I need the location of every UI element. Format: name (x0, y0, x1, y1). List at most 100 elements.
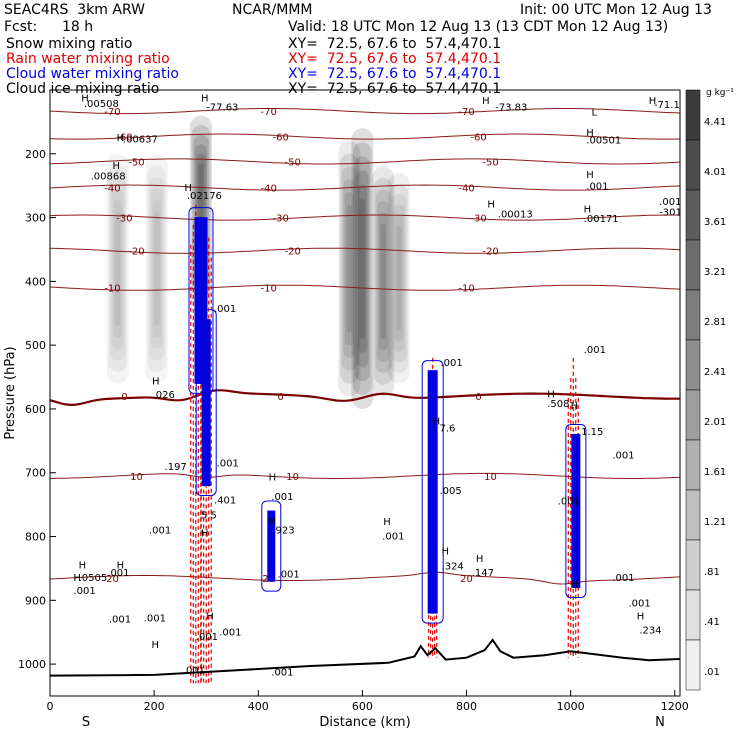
snow-column-0 (106, 153, 129, 384)
colorbar-label-11: .01 (704, 667, 720, 678)
contour-label-36: H (442, 546, 450, 557)
field-xy-snow: XY= 72.5, 67.6 to 57.4,470.1 (288, 36, 502, 52)
terrain-profile (50, 638, 680, 677)
field-xy-cloud-water: XY= 72.5, 67.6 to 57.4,470.1 (288, 66, 502, 82)
temperature-contours: -70 -70 -70 -60 -60 -60 -50 -50 -50 -40 -40 -40 -30 -… (50, 107, 680, 585)
contour-label-47: .001 (219, 627, 241, 638)
colorbar-swatch-5 (685, 339, 701, 391)
contour-label-40: .234 (639, 625, 661, 636)
temperature-label--10-2: -10 (458, 284, 474, 295)
temperature-label--60-0: -60 (116, 133, 132, 144)
snow-column-0 (113, 199, 123, 338)
contour-label-1: .00508 (84, 99, 119, 110)
colorbar-label-1: 4.01 (704, 167, 726, 178)
field-label-cloud-water: Cloud water mixing ratio (6, 66, 179, 82)
contour-label-43: .001 (107, 568, 129, 579)
cloud-water-contour-2 (421, 360, 444, 624)
contour-label-61: H (649, 96, 657, 107)
snow-column-6 (392, 204, 405, 352)
temperature-label--60-2: -60 (470, 133, 486, 144)
contour-label-62: L (591, 108, 597, 119)
plot-frame (49, 89, 681, 697)
temperature-label-0-0: 0 (121, 392, 127, 403)
y-tick-label-500: 500 (25, 339, 46, 352)
contour-label-46: .001 (196, 632, 218, 643)
cloud-water-contour-1 (195, 309, 217, 496)
colorbar: 4.41 4.01 3.61 3.21 2.81 2.41 2.01 1.61 1.21 .81.… (685, 89, 726, 691)
contour-label-28: H (383, 517, 391, 528)
snow-column-4 (359, 198, 366, 339)
colorbar-label-5: 2.41 (704, 367, 726, 378)
y-tick-label-900: 900 (25, 594, 46, 607)
temperature-label--40-1: -40 (261, 184, 277, 195)
contour-label-68: H (584, 204, 592, 215)
axes: 0 200 400 600 800 1000 12002003004005006007008… (18, 148, 689, 713)
header-fcst-value: 18 h (62, 19, 94, 35)
contour-label-23: .001 (440, 358, 462, 369)
contour-label-8: .02176 (187, 191, 222, 202)
colorbar-swatch-4 (685, 289, 701, 341)
colorbar-label-0: 4.41 (704, 117, 726, 128)
snow-column-5 (377, 200, 390, 362)
y-tick-label-400: 400 (25, 275, 46, 288)
x-tick-label-1000: 1000 (557, 700, 585, 713)
temperature-label-20-2: 20 (460, 574, 473, 585)
colorbar-swatch-10 (685, 589, 701, 641)
contour-label-9: H (184, 183, 192, 194)
cloud-water-contour-0 (188, 207, 214, 394)
temperature-label--20-1: -20 (285, 247, 301, 258)
cloud-water-core-3 (267, 510, 276, 582)
temperature-label--60-1: -60 (273, 133, 289, 144)
colorbar-label-10: .41 (704, 617, 720, 628)
contour-label-0: H (81, 93, 89, 104)
colorbar-swatch-8 (685, 489, 701, 541)
snow-column-3 (346, 204, 353, 333)
contour-label-30: .508 (547, 399, 569, 410)
contour-label-16: .401 (214, 495, 236, 506)
contour-label-44: .001 (109, 615, 131, 626)
colorbar-swatch-0 (685, 89, 701, 141)
colorbar-label-6: 2.01 (704, 417, 726, 428)
contour-label-11: .026 (153, 390, 175, 401)
snow-column-1 (150, 188, 163, 349)
snow-column-3 (343, 179, 356, 358)
x-tick-label-400: 400 (248, 700, 269, 713)
x-tick-label-0: 0 (47, 700, 54, 713)
contour-label-52: H (73, 573, 81, 584)
colorbar-label-8: 1.21 (704, 517, 726, 528)
contour-label-7: H (201, 93, 209, 104)
field-label-rain: Rain water mixing ratio (6, 51, 170, 67)
contour-label-18: .001 (271, 492, 293, 503)
snow-column-5 (380, 223, 386, 339)
colorbar-swatch-7 (685, 439, 701, 491)
temperature-contour--70 (50, 108, 680, 115)
y-tick-label-800: 800 (25, 531, 46, 544)
temperature-label-0-1: 0 (277, 392, 283, 403)
contour-label-64: H (586, 128, 594, 139)
temperature-contour--30 (50, 214, 680, 221)
temperature-label--40-0: -40 (104, 184, 120, 195)
cloud-water-contour-3 (261, 500, 282, 592)
cloud-water-core-2 (427, 370, 438, 614)
cloud-water-core-4 (571, 433, 581, 589)
contour-label-31: H (547, 389, 555, 400)
contour-label-41: H (637, 611, 645, 622)
contour-label-39: .001 (612, 573, 634, 584)
contour-label-13: .197 (165, 462, 187, 473)
snow-column-3 (340, 153, 359, 384)
x-end-label-south: S (82, 715, 90, 730)
field-label-cloud-ice: Cloud ice mixing ratio (6, 81, 160, 97)
snow-column-6 (387, 172, 410, 384)
contour-label-6: -77.63 (206, 102, 238, 113)
colorbar-unit: g kg⁻¹ (706, 88, 734, 98)
contour-label-3: H (117, 133, 125, 144)
y-tick-label-300: 300 (25, 212, 46, 225)
temperature-label--50-0: -50 (128, 157, 144, 168)
snow-column-0 (114, 211, 121, 327)
snow-column-0 (108, 165, 128, 372)
snow-column-5 (373, 178, 393, 385)
y-tick-label-200: 200 (25, 148, 46, 161)
contour-label-24: H (433, 416, 441, 427)
snow-column-6 (396, 225, 402, 331)
snow-column-4 (356, 170, 369, 367)
